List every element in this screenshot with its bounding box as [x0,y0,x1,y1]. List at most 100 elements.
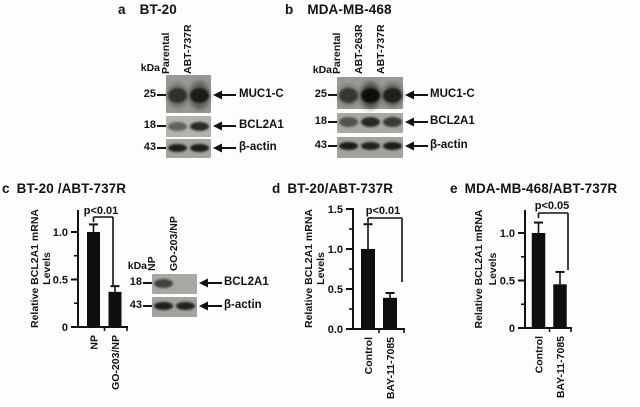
protein-label: β-actin [430,139,468,151]
panel-e-chart: 0 0.5 1.0 Control BAY-11-7085 Relative BCL2A1… [473,200,572,398]
band [189,121,209,131]
y-axis-label: Relative BCL2A1 mRNA [303,209,315,328]
y-tick-label: 0.0 [328,324,343,336]
y-tick-label: 1.5 [328,204,343,216]
panel-e-title: MDA-MB-468/ABT-737R [464,181,618,196]
panel-d-title: BT-20/ABT-737R [287,181,394,196]
protein-label: β-actin [239,141,277,153]
panel-c-chart: 0 0.5 1.0 NP GO-203/NP Relative BCL2A1 mRNA Le… [29,205,128,390]
y-axis-label: Relative BCL2A1 mRNA [29,209,41,328]
bar [87,232,100,327]
band [360,117,380,127]
band [189,87,209,103]
panel-b-heading: b MDA-MB-468 [285,2,392,17]
y-tick-label: 0 [509,323,515,335]
bar [553,284,567,328]
x-category-label: Control [363,337,375,374]
bar [361,249,375,329]
panel-a-heading: a BT-20 [118,2,177,17]
panel-e-heading: e MDA-MB-468/ABT-737R [450,181,617,196]
panel-a-title: BT-20 [139,2,177,17]
band [167,121,187,131]
significance-label: p<0.05 [535,200,570,212]
bar [531,233,546,328]
protein-label: MUC1-C [430,88,475,100]
panel-d-heading: d BT-20/ABT-737R [272,181,393,196]
kda-marker: 43 [143,141,156,153]
band [338,117,358,127]
arrow-left-icon [213,143,236,153]
kda-label: kDa [312,64,332,76]
marker-dash [328,145,337,147]
panel-b-title: MDA-MB-468 [307,2,392,17]
x-category-label: BAY-11-7085 [385,337,397,399]
blot-strip [166,139,211,158]
panel-a-letter: a [118,2,126,17]
panel-d-letter: d [272,181,281,196]
marker-dash [328,94,337,96]
kda-marker: 18 [143,119,156,131]
arrow-left-icon [405,117,428,127]
marker-dash [143,305,152,307]
kda-marker: 25 [143,88,156,100]
kda-label: kDa [127,260,147,272]
x-category-label: Control [534,336,546,373]
y-tick-label: 0.5 [328,284,343,296]
panel-c-heading: c BT-20 /ABT-737R [2,181,126,196]
band [382,87,402,103]
y-tick-label: 0.5 [500,276,515,288]
y-tick-label: 0 [62,322,68,334]
protein-label: MUC1-C [239,88,284,100]
x-category-label: NP [89,335,101,350]
marker-dash [157,125,166,127]
protein-label: β-actin [224,299,262,311]
kda-marker: 25 [314,88,327,100]
kda-marker: 43 [314,139,327,151]
marker-dash [328,121,337,123]
arrow-left-icon [199,278,222,288]
kda-label: kDa [140,62,160,74]
band [382,142,402,150]
protein-label: BCL2A1 [224,276,269,288]
panel-c-title: BT-20 /ABT-737R [16,181,127,196]
band [338,142,358,150]
kda-marker: 43 [129,299,142,311]
band [167,87,187,103]
panel-e-letter: e [450,181,458,196]
lane-label: GO-203/NP [167,216,180,271]
x-category-label: BAY-11-7085 [555,336,567,398]
significance-label: p<0.01 [366,205,401,217]
panel-c-letter: c [2,181,10,196]
panel-b-letter: b [285,2,294,17]
blot-strip [166,116,211,137]
kda-marker: 18 [129,276,142,288]
y-axis-label: Relative BCL2A1 mRNA [473,209,485,328]
arrow-left-icon [405,141,428,151]
y-tick-label: 0.5 [53,275,68,287]
band [167,144,187,152]
y-axis-label: Levels [41,252,53,285]
bar [108,291,122,327]
bar [383,297,397,329]
band [338,87,358,103]
protein-label: BCL2A1 [239,119,284,131]
panel-d-chart: 0.0 0.5 1.0 1.5 Control BAY-11-7085 Relative B… [303,204,405,399]
band [189,144,209,152]
protein-label: BCL2A1 [430,115,475,127]
y-axis-label: Levels [487,253,499,286]
y-tick-label: 1.0 [500,228,515,240]
marker-dash [157,147,166,149]
kda-marker: 18 [314,115,327,127]
band [175,302,195,310]
band [360,142,380,150]
y-tick-label: 1.0 [53,227,68,239]
y-tick-label: 1.0 [328,244,343,256]
marker-dash [157,94,166,96]
arrow-left-icon [405,90,428,100]
marker-dash [143,282,152,284]
y-axis-label: Levels [315,252,327,285]
x-category-label: GO-203/NP [110,335,122,390]
